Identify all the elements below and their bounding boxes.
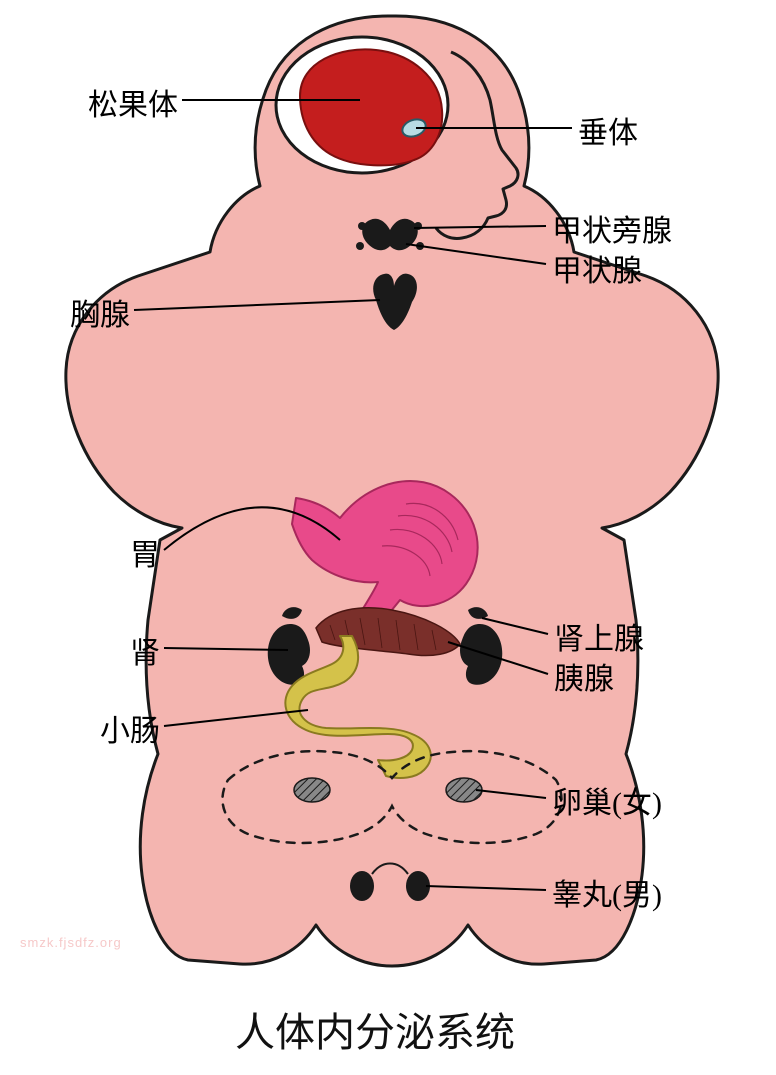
diagram-stage: 松果体垂体甲状旁腺甲状腺胸腺胃肾小肠 肾上腺胰腺卵巢(女) 睾丸(男) 人体内分泌系… — [0, 0, 776, 1075]
label-kidney: 肾 — [130, 628, 160, 672]
label-ovary: 卵巢(女) — [552, 778, 662, 822]
label-stomach: 胃 — [130, 530, 160, 574]
label-sint: 小肠 — [100, 706, 160, 750]
label-pineal: 松果体 — [88, 80, 178, 124]
label-parathy: 甲状旁腺 — [552, 206, 672, 250]
label-testis: 睾丸(男) — [552, 870, 662, 914]
label-thyroid: 甲状腺 — [552, 246, 642, 290]
diagram-title: 人体内分泌系统 — [235, 1000, 515, 1058]
label-pituitary: 垂体 — [578, 108, 638, 152]
label-pancreas: 胰腺 — [554, 654, 614, 698]
label-adrenal: 肾上腺 — [554, 614, 644, 658]
watermark: smzk.fjsdfz.org — [20, 935, 122, 950]
label-thymus: 胸腺 — [70, 290, 130, 334]
